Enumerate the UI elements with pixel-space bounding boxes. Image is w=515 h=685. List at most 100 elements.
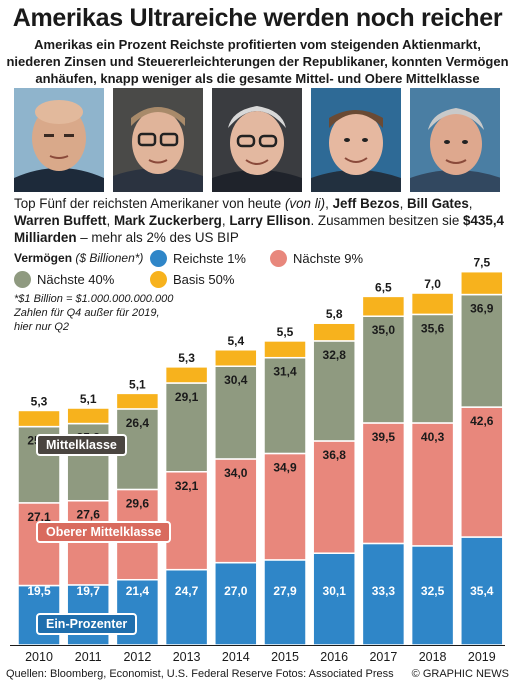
portrait-zuckerberg <box>311 88 401 192</box>
bar-segment <box>164 471 209 571</box>
legend-item-naechste-9: Nächste 9% <box>270 250 363 267</box>
credit: © GRAPHIC NEWS <box>411 668 509 680</box>
value-label: 5,8 <box>326 307 343 321</box>
value-label: 34,9 <box>273 460 297 474</box>
portrait-row <box>14 88 501 192</box>
value-label: 5,4 <box>227 334 244 348</box>
value-label: 30,4 <box>224 373 248 387</box>
bar-segment <box>361 295 406 317</box>
value-label: 5,3 <box>31 394 48 408</box>
bar-segment <box>17 502 61 587</box>
value-label: 5,5 <box>277 325 294 339</box>
x-tick-label: 2015 <box>271 650 299 664</box>
portrait-bezos <box>14 88 104 192</box>
value-label: 35,6 <box>421 321 445 335</box>
bar-segment <box>164 366 209 384</box>
bar-segment <box>214 561 258 646</box>
value-label: 19,5 <box>27 584 51 598</box>
value-label: 26,4 <box>126 416 150 430</box>
value-label: 27,0 <box>224 584 248 598</box>
value-label: 27,1 <box>27 510 51 524</box>
label-oberer-mittelklasse: Oberer Mittelklasse <box>36 521 172 543</box>
chart-subtitle: Amerikas ein Prozent Reichste profitiert… <box>6 37 509 86</box>
label-ein-prozenter: Ein-Prozenter <box>36 613 138 635</box>
x-tick-label: 2012 <box>123 650 151 664</box>
x-tick-label: 2010 <box>25 650 53 664</box>
value-label: 32,8 <box>323 348 347 362</box>
value-label: 27,6 <box>77 508 101 522</box>
value-label: 40,3 <box>421 430 445 444</box>
bar-segment <box>263 356 307 455</box>
bar-segment <box>164 382 209 473</box>
value-label: 6,5 <box>375 280 392 294</box>
bar-segment <box>410 422 455 547</box>
bar-segment <box>361 422 406 545</box>
bar-segment <box>164 568 209 646</box>
value-label: 19,7 <box>77 584 101 598</box>
bar-segment <box>410 292 455 316</box>
value-label: 35,0 <box>372 323 396 337</box>
value-label: 7,5 <box>473 256 490 270</box>
bar-segment <box>312 552 356 646</box>
legend-swatch-reichste-1 <box>150 250 167 267</box>
value-label: 39,5 <box>372 430 396 444</box>
value-label: 36,8 <box>323 448 347 462</box>
x-tick-label: 2019 <box>468 650 496 664</box>
x-tick-label: 2011 <box>75 650 102 664</box>
portrait-ellison <box>410 88 500 192</box>
bar-segment <box>214 458 258 564</box>
legend-swatch-basis-50 <box>150 271 167 288</box>
bar-segment <box>66 407 110 425</box>
chart-title: Amerikas Ultrareiche werden noch reicher <box>12 4 503 32</box>
bar-segment <box>263 340 307 359</box>
bar-segment <box>410 545 455 646</box>
photo-caption: Top Fünf der reichsten Amerikaner von he… <box>14 196 504 245</box>
legend-swatch-naechste-9 <box>270 250 287 267</box>
footer: Quellen: Bloomberg, Economist, U.S. Fede… <box>6 668 509 680</box>
value-label: 5,1 <box>80 392 97 406</box>
portrait-gates <box>113 88 203 192</box>
bar-segment <box>214 349 258 367</box>
value-label: 36,9 <box>470 302 494 316</box>
value-label: 5,1 <box>129 377 146 391</box>
portrait-buffett <box>212 88 302 192</box>
legend-swatch-naechste-40 <box>14 271 31 288</box>
value-label: 29,6 <box>126 496 150 510</box>
label-mittelklasse: Mittelklasse <box>36 434 127 456</box>
bar-segment <box>460 536 504 646</box>
bar-segment <box>263 559 307 646</box>
value-label: 32,5 <box>421 584 445 598</box>
value-label: 27,9 <box>273 584 297 598</box>
value-label: 21,4 <box>126 584 150 598</box>
value-label: 7,0 <box>424 277 441 291</box>
value-label: 42,6 <box>470 414 494 428</box>
x-tick-label: 2017 <box>369 650 397 664</box>
bar-segment <box>361 542 406 646</box>
value-label: 33,3 <box>372 584 396 598</box>
value-label: 31,4 <box>273 365 297 379</box>
x-tick-label: 2014 <box>222 650 250 664</box>
value-label: 34,0 <box>224 466 248 480</box>
value-label: 24,7 <box>175 584 199 598</box>
legend-title: Vermögen ($ Billionen*) <box>14 251 144 265</box>
bar-segment <box>312 440 356 554</box>
bar-segment <box>214 365 258 460</box>
bar-segment <box>312 322 356 342</box>
x-tick-label: 2013 <box>173 650 201 664</box>
bar-segment <box>17 409 61 428</box>
value-label: 35,4 <box>470 584 494 598</box>
legend-item-naechste-40: Nächste 40% <box>14 271 114 288</box>
x-tick-label: 2016 <box>320 650 348 664</box>
bar-segment <box>460 406 504 538</box>
bar-segment <box>460 293 504 408</box>
legend-item-basis-50: Basis 50% <box>150 271 234 288</box>
value-label: 29,1 <box>175 390 199 404</box>
x-tick-label: 2018 <box>419 650 447 664</box>
value-label: 32,1 <box>175 479 199 493</box>
source-note: Quellen: Bloomberg, Economist, U.S. Fede… <box>6 668 394 680</box>
value-label: 5,3 <box>178 351 195 365</box>
bar-segment <box>460 270 504 296</box>
bar-segment <box>361 315 406 424</box>
bar-segment <box>115 392 160 410</box>
